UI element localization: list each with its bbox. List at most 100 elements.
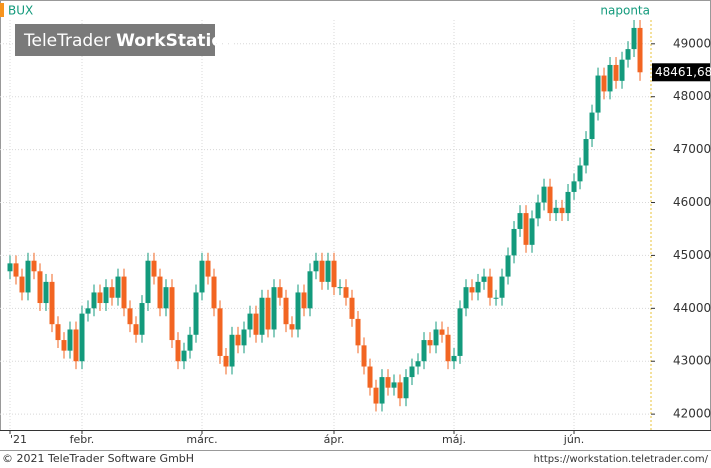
candle-body xyxy=(151,260,157,277)
symbol: BUX xyxy=(8,4,33,18)
candle-body xyxy=(511,228,517,256)
x-tick-label: febr. xyxy=(70,433,95,446)
candle-body xyxy=(601,75,607,92)
watermark-box xyxy=(15,24,215,56)
candle-body xyxy=(433,329,439,346)
candle-body xyxy=(469,287,475,293)
candle-body xyxy=(337,287,343,289)
candle-body xyxy=(241,329,247,346)
candle-body xyxy=(181,350,187,362)
y-tick-label: 45000 xyxy=(673,248,711,262)
candle-body xyxy=(463,287,469,309)
candle-body xyxy=(73,329,79,362)
candle-body xyxy=(481,276,487,282)
candle-body xyxy=(427,340,433,346)
candle-body xyxy=(277,287,283,298)
candle-body xyxy=(49,281,55,325)
y-tick-label: 48000 xyxy=(673,89,711,103)
candle-body xyxy=(211,276,217,309)
candle-body xyxy=(445,334,451,362)
candle-body xyxy=(7,263,13,272)
candle-body xyxy=(541,186,547,203)
candle-body xyxy=(415,361,421,367)
x-tick-label: márc. xyxy=(186,433,217,446)
candle-body xyxy=(589,112,595,140)
candle-body xyxy=(127,308,133,325)
candle-body xyxy=(133,324,139,335)
candle-body xyxy=(19,276,25,293)
candle-body xyxy=(349,297,355,319)
candle-body xyxy=(517,213,523,229)
candle-body xyxy=(607,64,613,92)
y-tick-label: 46000 xyxy=(673,195,711,209)
candle-body xyxy=(571,181,577,192)
candle-body xyxy=(409,366,415,378)
candle-body xyxy=(535,202,541,219)
candle-body xyxy=(271,287,277,330)
candle-body xyxy=(85,308,91,314)
symbol-marker xyxy=(0,3,4,17)
x-tick-label: máj. xyxy=(442,433,466,446)
candle-body xyxy=(379,377,385,404)
candle-body xyxy=(475,281,481,293)
candle-body xyxy=(355,318,361,346)
candle-body xyxy=(547,186,553,214)
watermark-bold: WorkStation xyxy=(116,31,235,51)
candle-body xyxy=(343,287,349,298)
candle-body xyxy=(331,260,337,288)
candle-body xyxy=(103,287,109,304)
watermark-light: TeleTrader xyxy=(23,31,111,51)
candle-body xyxy=(67,329,73,351)
candle-body xyxy=(403,377,409,399)
candle-body xyxy=(265,297,271,330)
y-tick-label: 47000 xyxy=(673,142,711,156)
candle-body xyxy=(439,329,445,335)
candle-body xyxy=(259,297,265,335)
candle-body xyxy=(583,139,589,166)
candle-body xyxy=(199,260,205,293)
candle-body xyxy=(385,377,391,388)
candle-body xyxy=(55,324,61,341)
candle-body xyxy=(229,334,235,367)
candle-body xyxy=(451,355,457,362)
candle-body xyxy=(283,297,289,325)
candle-body xyxy=(295,292,301,330)
candle-body xyxy=(97,292,103,304)
candle-body xyxy=(157,276,163,309)
candle-body xyxy=(631,27,637,50)
plot: 42000 43000 44000 45000 46000 47000 48000 49000… xyxy=(0,20,711,446)
candle-body xyxy=(145,260,151,304)
candle-body xyxy=(175,340,181,362)
candle-body xyxy=(79,313,85,362)
candle-body xyxy=(487,276,493,298)
y-tick-label: 42000 xyxy=(673,407,711,421)
candle-body xyxy=(499,276,505,298)
candle-body xyxy=(205,260,211,277)
candle-body xyxy=(223,355,229,367)
x-tick-label: '21 xyxy=(10,433,27,446)
x-tick-label: jún. xyxy=(563,433,585,446)
candle-body xyxy=(163,287,169,309)
candle-body xyxy=(319,260,325,282)
candle-body xyxy=(61,340,67,351)
interval: naponta xyxy=(600,4,650,18)
candle-body xyxy=(523,213,529,245)
candle-body xyxy=(421,340,427,362)
candle-body xyxy=(169,287,175,341)
candle-body xyxy=(289,324,295,330)
candle-body xyxy=(553,207,559,214)
candle-body xyxy=(619,59,625,81)
last-value-label: 48461,68 xyxy=(655,65,711,79)
candle-body xyxy=(301,292,307,309)
candle-body xyxy=(577,165,583,182)
candle-body xyxy=(613,64,619,81)
candle-body xyxy=(217,308,223,356)
candle-body xyxy=(121,276,127,309)
candle-body xyxy=(373,387,379,404)
candle-body xyxy=(457,308,463,356)
candle-body xyxy=(115,276,121,298)
candle-body xyxy=(247,313,253,330)
candle-body xyxy=(193,292,199,335)
